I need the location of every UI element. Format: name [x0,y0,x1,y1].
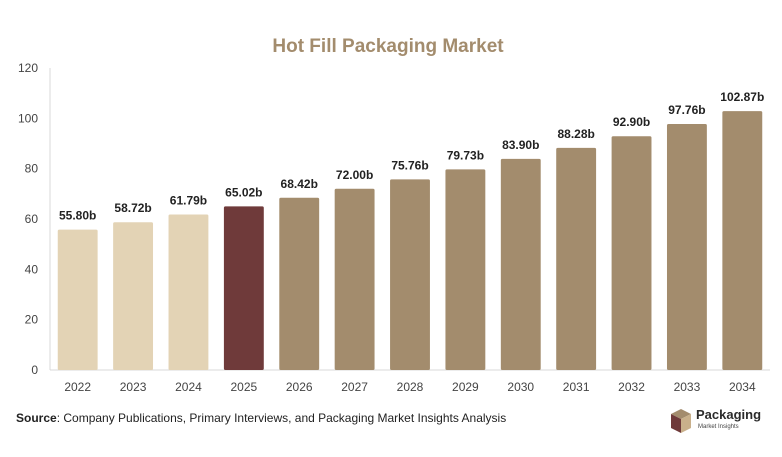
data-label-2028: 75.76b [391,158,428,172]
data-label-2026: 68.42b [281,177,318,191]
x-axis: 2022 2023 2024 2025 2026 2027 2028 2029 2030 2031… [50,370,770,394]
data-label-2030: 83.90b [502,138,539,152]
y-tick-label: 40 [25,262,39,276]
bar-2027 [335,189,375,370]
bar-2023 [113,222,153,370]
x-tick-label: 2023 [120,380,147,394]
x-tick-label: 2025 [230,380,257,394]
bar-2029 [445,169,485,370]
y-tick-label: 100 [18,111,38,125]
x-tick-label: 2026 [286,380,313,394]
y-tick-label: 20 [25,313,39,327]
source-note: Source: Company Publications, Primary In… [16,411,506,425]
x-tick-label: 2022 [64,380,91,394]
bar-2024 [169,214,209,370]
data-label-2023: 58.72b [114,201,151,215]
data-label-2031: 88.28b [557,127,594,141]
data-label-2024: 61.79b [170,193,207,207]
bar-2022 [58,230,98,370]
x-tick-label: 2032 [618,380,645,394]
data-label-2027: 72.00b [336,168,373,182]
bars [58,111,762,370]
bar-2031 [556,148,596,370]
bar-2025 [224,206,264,370]
bar-chart: Hot Fill Packaging Market 0 20 40 60 80 100 12… [0,0,782,400]
brand-logo: Packaging Market Insights [668,404,778,438]
source-label: Source [16,411,57,425]
bar-2028 [390,179,430,370]
bar-2032 [612,136,652,370]
bar-2030 [501,159,541,370]
y-tick-label: 120 [18,61,38,75]
data-label-2034: 102.87b [720,90,764,104]
x-tick-label: 2034 [729,380,756,394]
bar-2033 [667,124,707,370]
x-tick-label: 2024 [175,380,202,394]
data-label-2029: 79.73b [447,148,484,162]
y-tick-label: 60 [25,212,39,226]
chart-title: Hot Fill Packaging Market [272,36,504,57]
data-label-2022: 55.80b [59,209,96,223]
x-tick-label: 2027 [341,380,368,394]
x-tick-label: 2033 [674,380,701,394]
logo-name: Packaging [696,407,761,422]
y-tick-label: 80 [25,162,39,176]
x-tick-label: 2031 [563,380,590,394]
box-icon [670,408,692,434]
data-label-2025: 65.02b [225,185,262,199]
data-label-2033: 97.76b [668,103,705,117]
x-tick-label: 2029 [452,380,479,394]
y-axis: 0 20 40 60 80 100 120 [18,61,50,377]
bar-2034 [722,111,762,370]
data-label-2032: 92.90b [613,115,650,129]
bar-2026 [279,198,319,370]
logo-subtitle: Market Insights [698,424,739,430]
x-tick-label: 2028 [397,380,424,394]
x-tick-label: 2030 [507,380,534,394]
y-tick-label: 0 [31,363,38,377]
source-text: : Company Publications, Primary Intervie… [57,411,507,425]
